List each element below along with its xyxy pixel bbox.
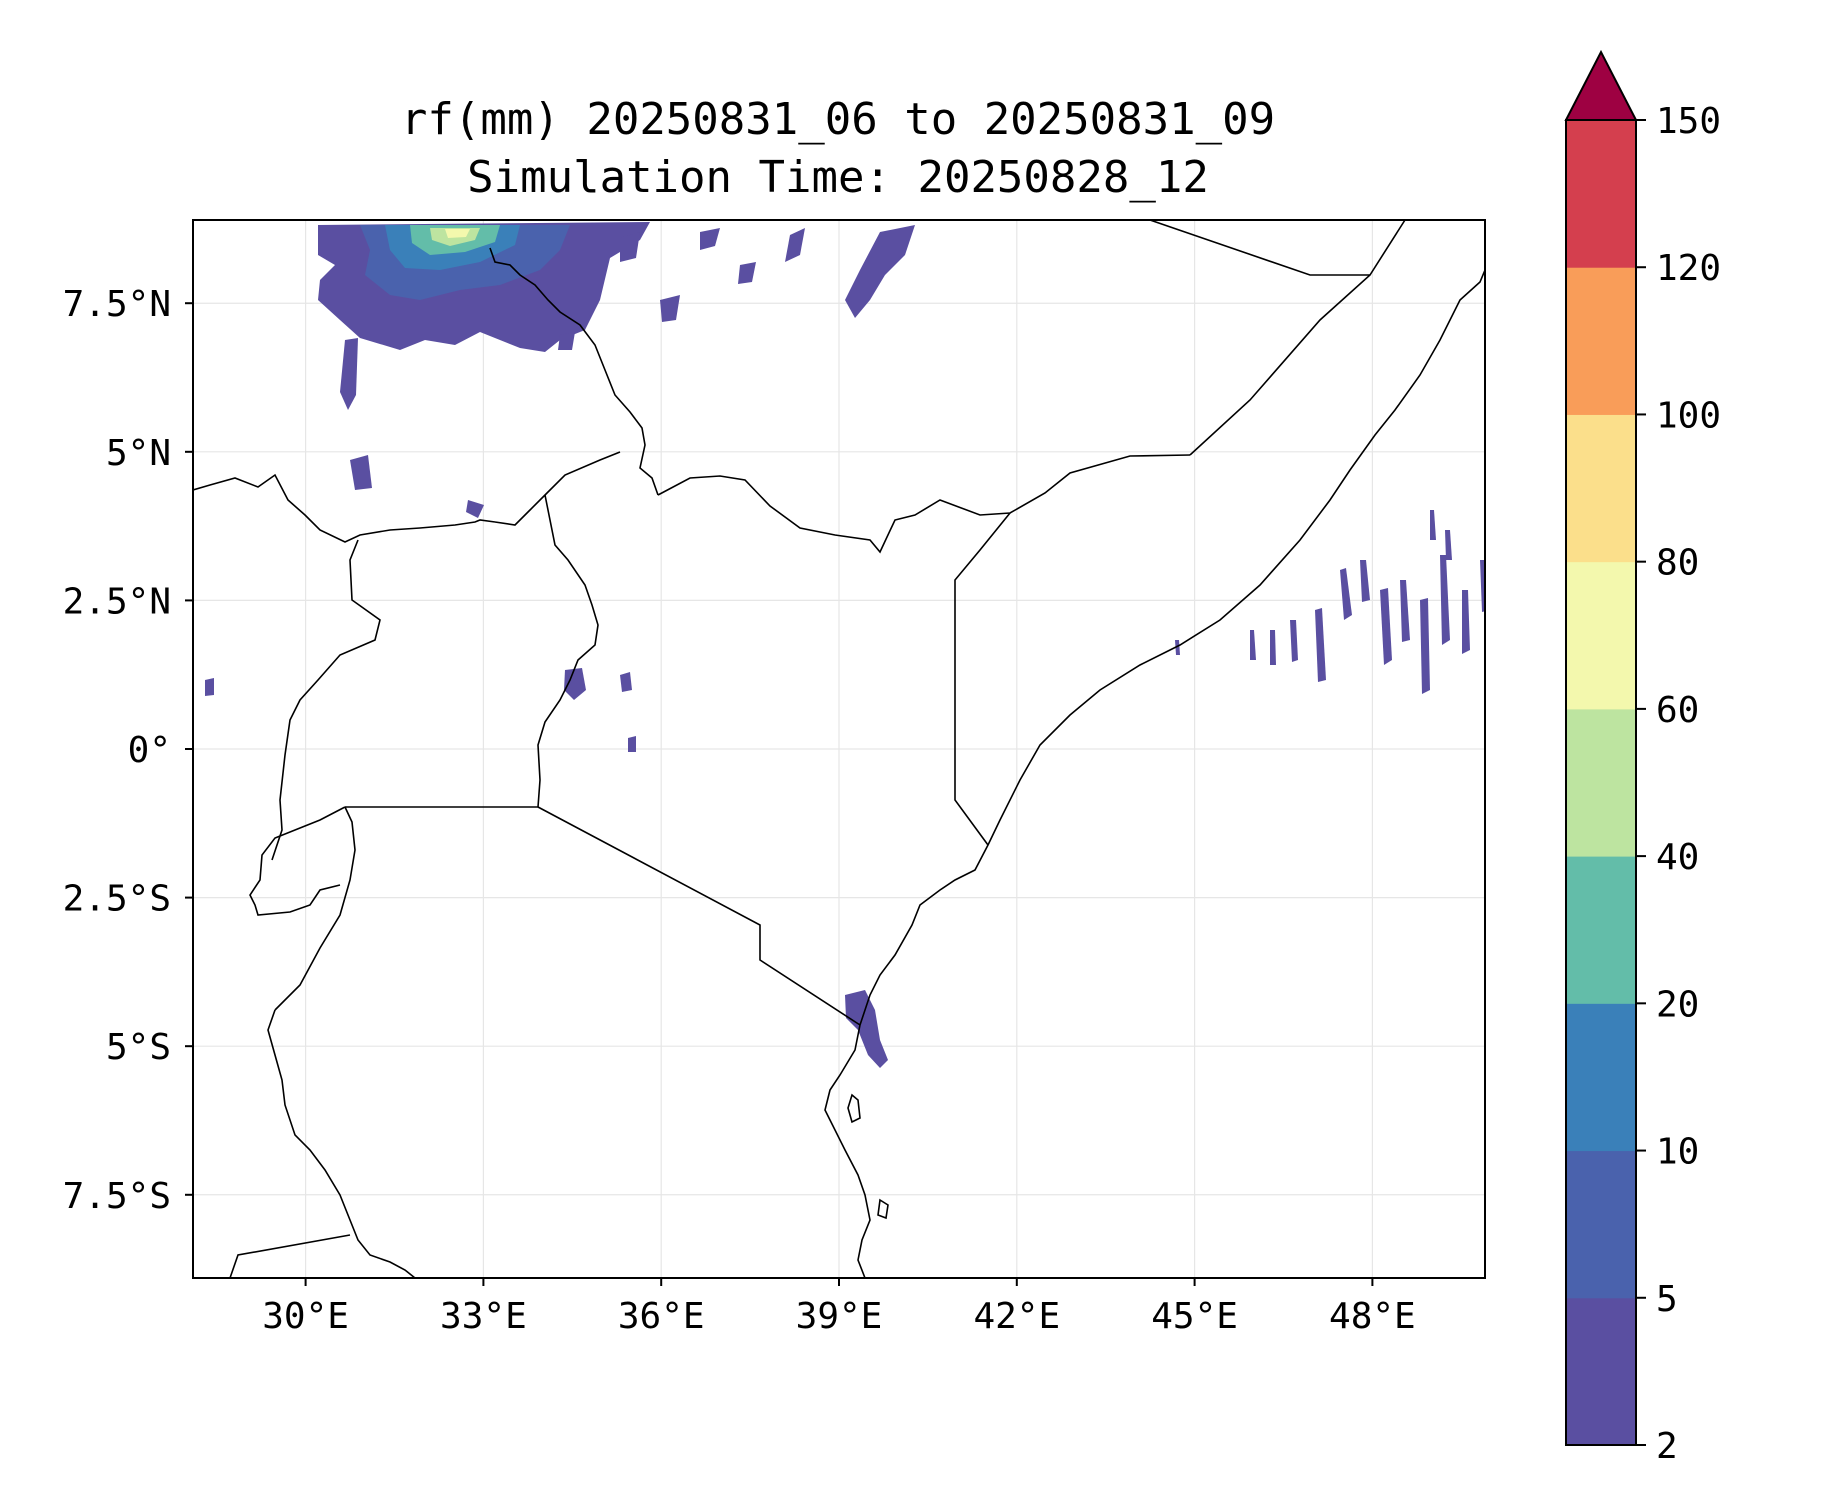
colorbar-tick-label: 40 xyxy=(1656,837,1699,878)
colorbar-tick-label: 80 xyxy=(1656,543,1699,584)
border-kenya-tanzania xyxy=(537,806,861,1026)
rainfall-cell-coastal-tanzania xyxy=(845,990,888,1068)
border-kenya-somalia xyxy=(954,512,1011,846)
colorbar-segment xyxy=(1566,267,1636,415)
colorbar-tick-label: 60 xyxy=(1656,690,1699,731)
colorbar: 2 5 10 20 40 60 80 100 120 150 xyxy=(1564,49,1721,1467)
colorbar-tick-label: 120 xyxy=(1656,248,1721,289)
x-tick-label: 42°E xyxy=(973,1296,1060,1337)
map-subtitle: Simulation Time: 20250828_12 xyxy=(467,152,1209,203)
border-south-sudan-kenya xyxy=(494,451,621,526)
colorbar-segment xyxy=(1566,1150,1636,1299)
y-tick-label: 0° xyxy=(128,730,171,771)
border-uganda-drc xyxy=(271,539,381,861)
border-rwanda-burundi xyxy=(274,806,356,1011)
colorbar-segment xyxy=(1566,414,1636,563)
rainfall-cells-indian-ocean xyxy=(1175,510,1485,694)
map-gridlines xyxy=(193,220,1485,1278)
colorbar-segment xyxy=(1566,1003,1636,1152)
colorbar-frame xyxy=(1565,119,1637,1446)
y-tick-label: 7.5°N xyxy=(63,284,171,325)
rainfall-cluster-core-60 xyxy=(445,229,470,238)
border-south-sudan-ethiopia xyxy=(489,247,659,496)
border-rwanda xyxy=(249,806,346,916)
colorbar-tick-label: 20 xyxy=(1656,984,1699,1025)
border-tanzania-west xyxy=(267,1009,416,1278)
colorbar-tick-label: 2 xyxy=(1656,1426,1678,1467)
x-tick-label: 48°E xyxy=(1329,1296,1416,1337)
x-tick-label: 33°E xyxy=(440,1296,527,1337)
colorbar-segment xyxy=(1566,561,1636,710)
map-title: rf(mm) 20250831_06 to 20250831_09 xyxy=(400,94,1276,145)
rainfall-cells-northwest xyxy=(340,225,915,518)
y-tick-label: 2.5°N xyxy=(63,581,171,622)
border-tanzania-zambia xyxy=(229,1234,351,1278)
colorbar-extend-arrow xyxy=(1564,49,1638,121)
border-ethiopia-somalia xyxy=(657,454,1191,554)
border-south-sudan-uganda xyxy=(193,473,496,543)
colorbar-segment xyxy=(1566,120,1636,268)
colorbar-tick-label: 10 xyxy=(1656,1132,1699,1173)
x-tick-label: 30°E xyxy=(262,1296,349,1337)
border-ethiopia-somalia-east xyxy=(1189,220,1406,456)
colorbar-tick-label: 150 xyxy=(1656,101,1721,142)
border-uganda-kenya xyxy=(537,494,599,808)
colorbar-tick-label: 100 xyxy=(1656,395,1721,436)
rainfall-cells-central xyxy=(205,668,636,752)
y-tick-label: 2.5°S xyxy=(63,879,171,920)
rainfall-field-layer xyxy=(205,222,1485,1068)
x-tick-label: 36°E xyxy=(618,1296,705,1337)
coastline-east-africa xyxy=(824,269,1485,1278)
island-zanzibar xyxy=(847,1093,861,1124)
x-tick-label: 39°E xyxy=(796,1296,883,1337)
colorbar-segment xyxy=(1566,1297,1636,1446)
map-axes: 30°E 33°E 36°E 39°E 42°E 45°E 48°E 7.5°N 5°N 2.5°… xyxy=(63,284,1416,1337)
colorbar-segment xyxy=(1566,856,1636,1004)
country-borders xyxy=(193,220,1485,1278)
colorbar-segment xyxy=(1566,708,1636,857)
y-tick-label: 5°S xyxy=(106,1027,171,1068)
border-ethiopia-eritrea xyxy=(1149,220,1370,276)
x-tick-label: 45°E xyxy=(1151,1296,1238,1337)
y-tick-label: 5°N xyxy=(106,433,171,474)
y-tick-label: 7.5°S xyxy=(63,1176,171,1217)
colorbar-tick-label: 5 xyxy=(1656,1279,1678,1320)
island-mafia xyxy=(877,1198,889,1220)
